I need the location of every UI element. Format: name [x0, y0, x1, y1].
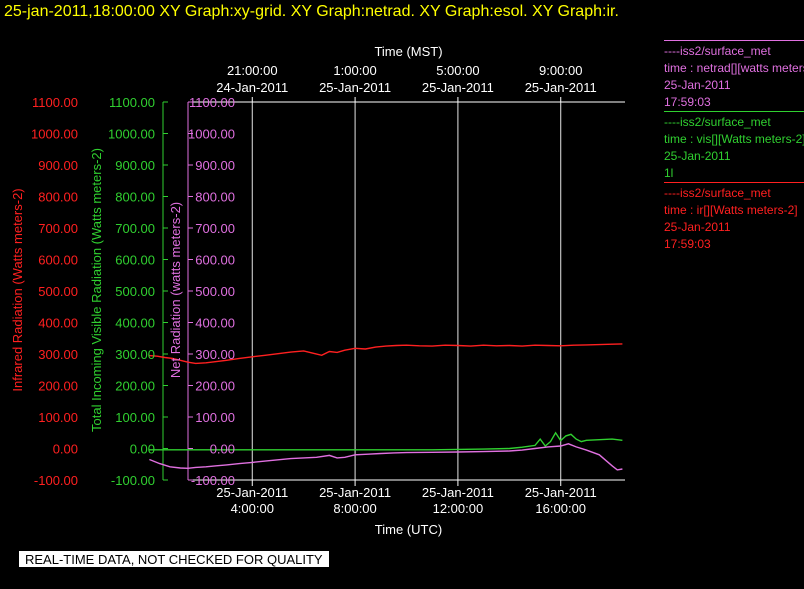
- y-tick-label-ir: 100.00: [38, 410, 78, 425]
- legend-vis-line-2: time : vis[][Watts meters-2]: [664, 132, 804, 146]
- y-tick-label-netrad: 900.00: [195, 158, 235, 173]
- x-tick-label-bottom-date: 25-Jan-2011: [422, 485, 494, 500]
- y-axis-title-vis: Total Incoming Visible Radiation (Watts …: [89, 148, 104, 432]
- x-tick-label-top-date: 25-Jan-2011: [422, 80, 494, 95]
- y-tick-label-ir: 500.00: [38, 284, 78, 299]
- y-tick-label-ir: 700.00: [38, 221, 78, 236]
- x-tick-label-bottom-date: 25-Jan-2011: [216, 485, 288, 500]
- x-tick-label-top-time: 21:00:00: [227, 63, 278, 78]
- y-tick-label-vis: 700.00: [115, 221, 155, 236]
- y-tick-label-netrad: 400.00: [195, 316, 235, 331]
- bottom-axis-title: Time (UTC): [375, 522, 442, 537]
- y-tick-label-netrad: 1100.00: [189, 95, 235, 110]
- x-tick-label-bottom-time: 16:00:00: [535, 501, 586, 516]
- legend-vis: ----iss2/surface_met time : vis[][Watts …: [664, 111, 804, 182]
- y-tick-label-vis: 0.00: [130, 442, 155, 457]
- legend-vis-line-4: 1l: [664, 166, 674, 180]
- series-line-ir: [149, 343, 623, 365]
- y-tick-label-vis: 900.00: [115, 158, 155, 173]
- series-layer: [149, 343, 623, 471]
- y-tick-label-netrad: 200.00: [195, 379, 235, 394]
- legend-ir-line-1: ----iss2/surface_met: [664, 186, 771, 200]
- axes-layer: [162, 97, 625, 486]
- legend-vis-line-3: 25-Jan-2011: [664, 149, 731, 163]
- y-tick-label-vis: 200.00: [115, 379, 155, 394]
- y-tick-label-vis: 1000.00: [108, 127, 155, 142]
- x-tick-label-top-time: 5:00:00: [436, 63, 479, 78]
- y-tick-label-netrad: 800.00: [195, 190, 235, 205]
- y-tick-label-ir: -100.00: [34, 473, 78, 488]
- x-tick-label-bottom-time: 12:00:00: [433, 501, 484, 516]
- x-tick-label-top-date: 24-Jan-2011: [216, 80, 288, 95]
- header-title: 25-jan-2011,18:00:00 XY Graph:xy-grid. X…: [4, 3, 619, 20]
- y-axis-title-netrad: Net Radiation (watts meters-2): [168, 202, 183, 378]
- legend-ir-line-4: 17:59:03: [664, 237, 711, 251]
- y-tick-label-ir: 300.00: [38, 347, 78, 362]
- x-tick-label-bottom-date: 25-Jan-2011: [319, 485, 391, 500]
- y-axis-title-ir: Infrared Radiation (Watts meters-2): [10, 188, 25, 391]
- legend-ir-line-2: time : ir[][Watts meters-2]: [664, 203, 798, 217]
- x-tick-label-top-date: 25-Jan-2011: [525, 80, 597, 95]
- legend-netrad-line-2: time : netrad[][watts meters-2]: [664, 61, 804, 75]
- top-axis-title: Time (MST): [374, 44, 442, 59]
- y-tick-label-vis: 600.00: [115, 253, 155, 268]
- x-tick-label-top-time: 1:00:00: [333, 63, 376, 78]
- legend-netrad-line-4: 17:59:03: [664, 95, 711, 109]
- y-tick-label-ir: 600.00: [38, 253, 78, 268]
- y-tick-label-vis: 300.00: [115, 347, 155, 362]
- y-tick-label-vis: 100.00: [115, 410, 155, 425]
- x-tick-label-top-date: 25-Jan-2011: [319, 80, 391, 95]
- legend-vis-line-1: ----iss2/surface_met: [664, 115, 771, 129]
- y-tick-label-ir: 800.00: [38, 190, 78, 205]
- y-tick-label-vis: -100.00: [111, 473, 155, 488]
- legend-netrad-line-1: ----iss2/surface_met: [664, 44, 771, 58]
- grid-layer: [251, 102, 562, 480]
- labels-layer: 25-Jan-20114:00:0025-Jan-20118:00:0025-J…: [10, 44, 597, 537]
- y-tick-label-vis: 500.00: [115, 284, 155, 299]
- legend: ----iss2/surface_met time : netrad[][wat…: [664, 40, 804, 253]
- y-tick-label-ir: 200.00: [38, 379, 78, 394]
- y-tick-label-ir: 1000.00: [31, 127, 78, 142]
- y-tick-label-netrad: 0.00: [210, 442, 235, 457]
- y-tick-label-ir: 900.00: [38, 158, 78, 173]
- y-tick-label-netrad: 500.00: [195, 284, 235, 299]
- series-line-netrad: [149, 443, 623, 471]
- y-tick-label-vis: 1100.00: [109, 95, 155, 110]
- y-tick-label-ir: 400.00: [38, 316, 78, 331]
- quality-disclaimer: REAL-TIME DATA, NOT CHECKED FOR QUALITY: [19, 551, 329, 567]
- y-tick-label-netrad: 700.00: [195, 221, 235, 236]
- y-tick-label-netrad: 300.00: [195, 347, 235, 362]
- x-tick-label-top-time: 9:00:00: [539, 63, 582, 78]
- y-tick-label-ir: 0.00: [53, 442, 78, 457]
- y-tick-label-vis: 400.00: [115, 316, 155, 331]
- legend-ir: ----iss2/surface_met time : ir[][Watts m…: [664, 182, 804, 253]
- y-tick-label-netrad: -100.00: [191, 473, 235, 488]
- x-tick-label-bottom-date: 25-Jan-2011: [525, 485, 597, 500]
- y-tick-label-netrad: 600.00: [195, 253, 235, 268]
- legend-netrad: ----iss2/surface_met time : netrad[][wat…: [664, 40, 804, 111]
- y-tick-label-ir: 1100.00: [32, 95, 78, 110]
- series-line-vis: [149, 431, 623, 451]
- legend-ir-line-3: 25-Jan-2011: [664, 220, 731, 234]
- legend-netrad-line-3: 25-Jan-2011: [664, 78, 731, 92]
- x-tick-label-bottom-time: 4:00:00: [231, 501, 274, 516]
- y-tick-label-vis: 800.00: [115, 190, 155, 205]
- x-tick-label-bottom-time: 8:00:00: [333, 501, 376, 516]
- y-tick-label-netrad: 100.00: [195, 410, 235, 425]
- y-tick-label-netrad: 1000.00: [188, 127, 235, 142]
